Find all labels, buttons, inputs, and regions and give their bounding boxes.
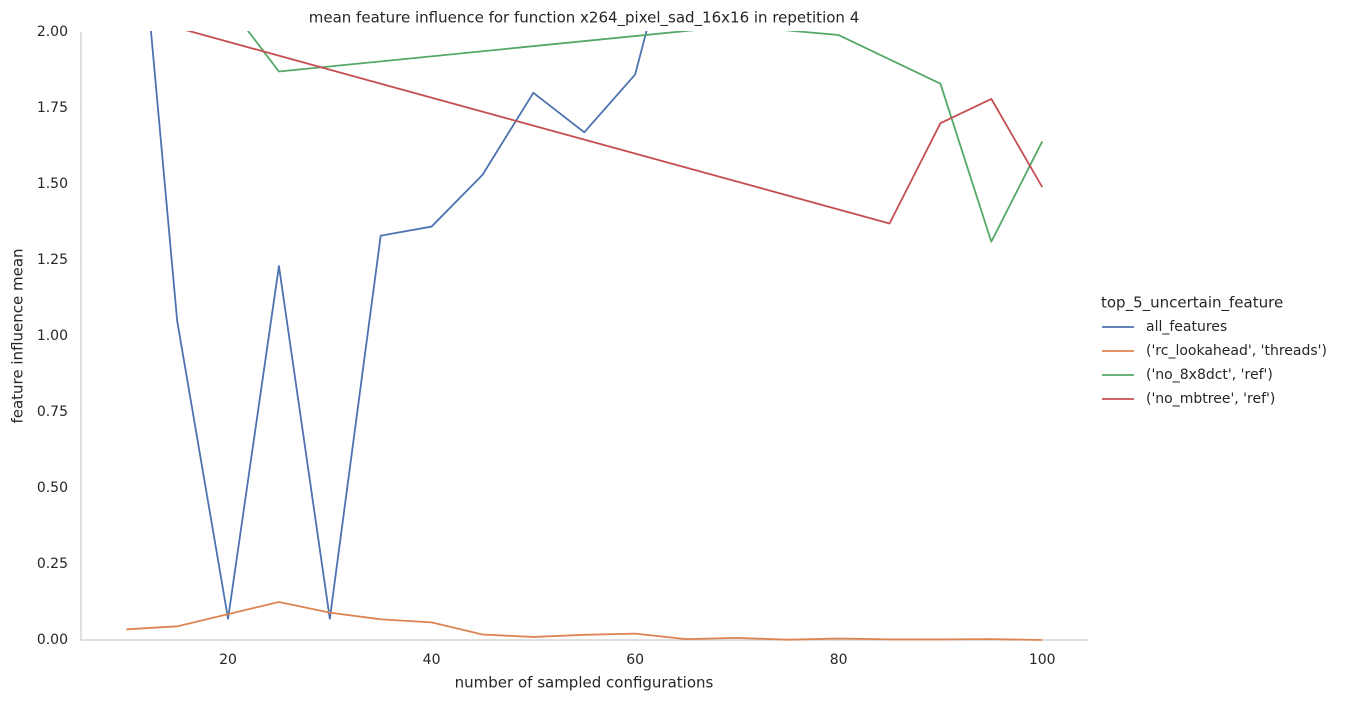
- chart-title: mean feature influence for function x264…: [309, 9, 859, 28]
- x-axis-label: number of sampled configurations: [455, 674, 714, 692]
- x-tick-label: 80: [830, 652, 848, 668]
- y-tick-label: 0.50: [37, 480, 68, 496]
- series-line: [185, 31, 1043, 225]
- y-tick-label: 1.25: [37, 252, 68, 268]
- legend-title: top_5_uncertain_feature: [1101, 294, 1283, 313]
- legend-label: ('no_mbtree', 'ref'): [1146, 391, 1275, 407]
- x-tick-label: 60: [626, 652, 644, 668]
- y-tick-label: 0.00: [37, 632, 68, 648]
- y-tick-label: 0.75: [37, 404, 68, 420]
- legend-label: all_features: [1146, 319, 1227, 335]
- x-tick-label: 40: [423, 652, 441, 668]
- y-tick-label: 1.75: [37, 100, 68, 116]
- y-axis-label: feature influence mean: [9, 248, 27, 423]
- legend-label: ('no_8x8dct', 'ref'): [1146, 367, 1273, 383]
- x-tick-label: 100: [1029, 652, 1056, 668]
- y-tick-label: 1.50: [37, 176, 68, 192]
- x-tick-label: 20: [219, 652, 237, 668]
- y-tick-label: 0.25: [37, 556, 68, 572]
- series-line: [126, 601, 1043, 641]
- series-line: [246, 31, 1044, 243]
- y-tick-label: 1.00: [37, 328, 68, 344]
- y-tick-label: 2.00: [37, 24, 68, 40]
- legend-label: ('rc_lookahead', 'threads'): [1146, 343, 1327, 359]
- series-line: [150, 31, 648, 620]
- plot-area: [126, 31, 1044, 641]
